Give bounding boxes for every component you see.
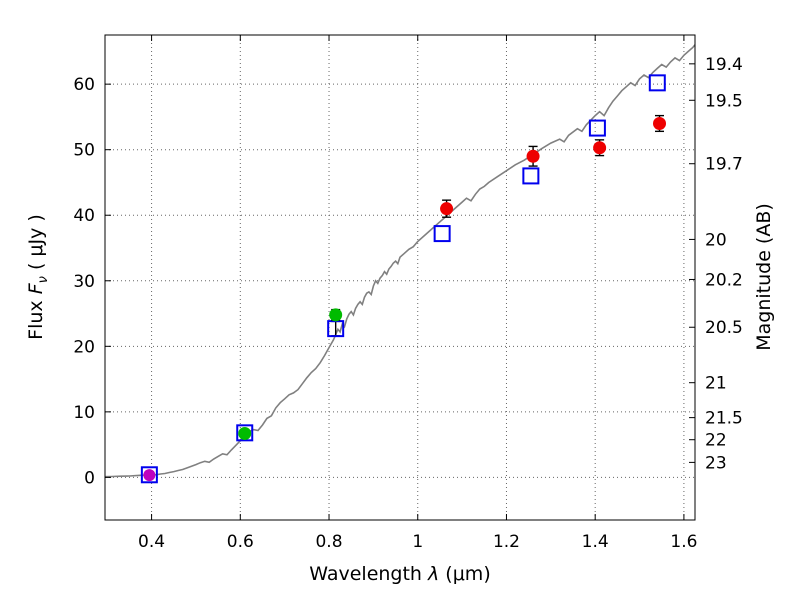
error-bar: [331, 320, 341, 337]
y-tick-label: 10: [73, 403, 95, 423]
magnitude-tick-label: 20.5: [705, 318, 743, 338]
square-marker: [236, 424, 254, 442]
magnitude-tick-label: 19.4: [705, 55, 743, 75]
plot-frame: [104, 34, 696, 521]
y-tick-label: 20: [73, 337, 95, 357]
model-photometry-squares: [140, 74, 666, 484]
circle-marker: [593, 141, 607, 155]
x-tick-label: 0.8: [315, 532, 342, 552]
y-tick-label: 30: [73, 272, 95, 292]
y-tick-label: 50: [73, 141, 95, 161]
observed-photometry-green: [238, 308, 343, 440]
magnitude-tick-label: 20.2: [705, 270, 743, 290]
x-axis-label-text: Wavelength: [309, 563, 428, 585]
y-axis-label-units: ( μJy ): [25, 214, 47, 276]
tick-marks: [105, 35, 695, 520]
magnitude-tick-label: 19.7: [705, 155, 743, 175]
x-tick-label: 1.4: [582, 532, 609, 552]
square-marker: [522, 167, 540, 185]
x-tick-label: 1.2: [493, 532, 520, 552]
x-tick-label: 1: [412, 532, 423, 552]
circle-marker: [238, 426, 252, 440]
y-axis-label-symbol: F: [25, 282, 47, 294]
x-tick-label: 0.4: [138, 532, 165, 552]
square-marker: [648, 74, 666, 92]
magnitude-tick-label: 22: [705, 431, 727, 451]
right-y-axis-label: Magnitude (AB): [753, 203, 775, 351]
x-tick-label: 0.6: [227, 532, 254, 552]
magnitude-tick-label: 21: [705, 374, 727, 394]
magnitude-tick-label: 19.5: [705, 91, 743, 111]
square-marker: [588, 119, 606, 137]
observed-photometry-red: [440, 114, 667, 218]
circle-marker: [526, 149, 540, 163]
square-marker: [433, 225, 451, 243]
circle-marker: [440, 202, 454, 216]
circle-marker: [143, 469, 156, 482]
tick-labels: 0.4 0.6 0.8 1 1.2 1.4 1.6 0 10 20 30 40 50 60 19.4 19.5…: [73, 55, 743, 552]
y-tick-label: 60: [73, 75, 95, 95]
plot-area: 0.4 0.6 0.8 1 1.2 1.4 1.6 0 10 20 30 40 50 60 19.4 19.5…: [73, 34, 743, 552]
model-spectrum-line: [104, 44, 696, 478]
x-axis-label-units: (μm): [439, 563, 490, 585]
y-axis-label-text: Flux: [25, 294, 47, 340]
x-axis-label-symbol: λ: [427, 563, 439, 585]
y-tick-label: 0: [84, 468, 95, 488]
square-marker: [140, 466, 158, 484]
y-tick-label: 40: [73, 206, 95, 226]
spectrum-curve: [104, 44, 696, 478]
magnitude-tick-label: 23: [705, 453, 727, 473]
x-axis-label: Wavelength λ (μm): [309, 563, 490, 585]
grid-lines: [105, 35, 695, 520]
y-axis-label: Flux Fν ( μJy ): [25, 214, 51, 340]
circle-marker: [653, 116, 667, 130]
circle-marker: [329, 308, 343, 322]
magnitude-tick-label: 21.5: [705, 409, 743, 429]
x-tick-label: 1.6: [670, 532, 697, 552]
magnitude-tick-label: 20: [705, 230, 727, 250]
y-axis-label-subscript: ν: [36, 276, 51, 283]
observed-photometry-magenta: [143, 469, 156, 482]
